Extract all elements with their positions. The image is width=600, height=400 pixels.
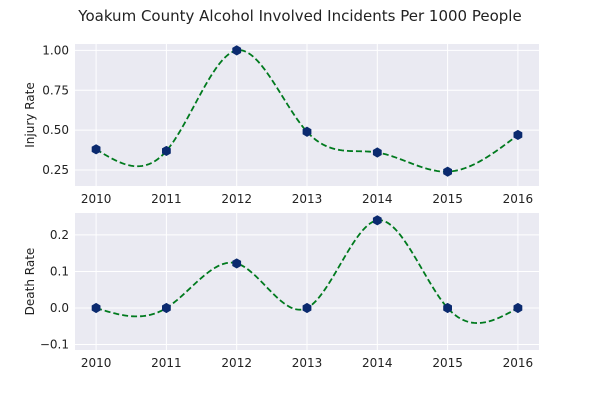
x-tick-label: 2010 [81, 356, 112, 370]
x-tick-label: 2013 [292, 192, 323, 206]
x-tick-label: 2015 [432, 192, 463, 206]
x-tick-label: 2016 [503, 356, 534, 370]
x-tick-label: 2014 [362, 356, 393, 370]
y-axis-label: Death Rate [23, 248, 37, 316]
x-tick-label: 2011 [151, 356, 182, 370]
y-tick-label: 0.0 [50, 301, 69, 315]
x-tick-label: 2010 [81, 192, 112, 206]
x-tick-label: 2013 [292, 356, 323, 370]
y-tick-label: 0.50 [42, 123, 69, 137]
data-point [443, 302, 452, 314]
panel-1: 2010 2011 2012 2013 2014 2015 2016 0.25 0.50 0.75… [23, 43, 539, 206]
x-tick-label: 2011 [151, 192, 182, 206]
y-tick-label: 1.00 [42, 43, 69, 57]
data-point [232, 45, 242, 56]
y-axis-label: Injury Rate [23, 82, 37, 147]
data-point [302, 302, 312, 314]
data-point [372, 147, 382, 158]
data-point [162, 302, 171, 314]
data-point [232, 258, 242, 269]
data-point [513, 129, 523, 141]
x-tick-label: 2012 [221, 356, 252, 370]
x-tick-label: 2015 [432, 356, 463, 370]
chart-title: Yoakum County Alcohol Involved Incidents… [77, 7, 521, 25]
data-point [513, 302, 523, 314]
y-tick-label: 0.25 [42, 163, 69, 177]
x-tick-label: 2016 [503, 192, 534, 206]
data-point [372, 215, 382, 226]
data-point [162, 145, 171, 156]
x-tick-label: 2012 [221, 192, 252, 206]
data-point [302, 126, 312, 137]
y-tick-label: −0.1 [40, 338, 69, 352]
panel-2: 2010 2011 2012 2013 2014 2015 2016 −0.1 0.0 0.1 0.… [23, 213, 539, 370]
data-point [91, 302, 101, 314]
data-point [91, 144, 101, 155]
y-tick-label: 0.75 [42, 83, 69, 97]
data-point [443, 166, 452, 177]
y-tick-label: 0.1 [50, 264, 69, 278]
y-tick-label: 0.2 [50, 228, 69, 242]
x-tick-label: 2014 [362, 192, 393, 206]
